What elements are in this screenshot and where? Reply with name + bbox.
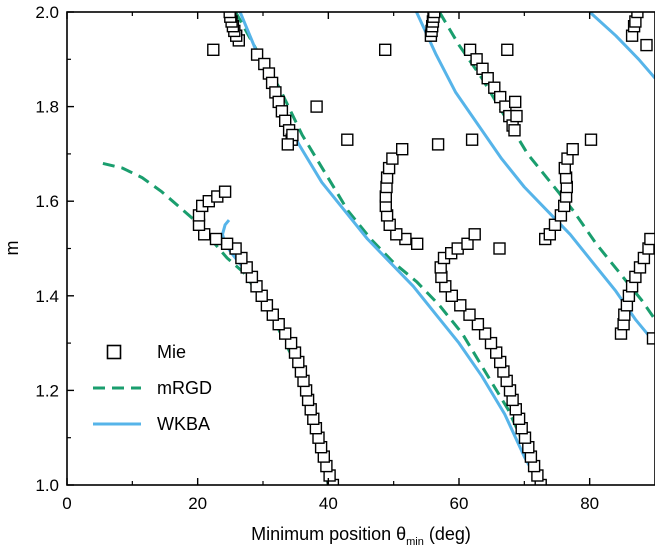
mie-point	[469, 229, 480, 240]
mie-point	[645, 234, 655, 245]
x-tick-label: 80	[580, 494, 599, 513]
legend-marker-mie	[108, 346, 121, 359]
mie-point	[467, 134, 478, 145]
legend: Mie mRGD WKBA	[93, 342, 212, 434]
mie-point	[433, 139, 444, 150]
mie-point	[648, 333, 655, 344]
x-axis-label: Minimum position θmin (deg)	[251, 524, 471, 548]
legend-label-mrgd: mRGD	[157, 378, 212, 398]
plot-frame	[67, 12, 655, 485]
legend-label-wkba: WKBA	[157, 414, 210, 434]
y-tick-label: 1.4	[35, 287, 59, 306]
mie-point	[641, 40, 652, 51]
y-axis-label: m	[2, 241, 22, 256]
mie-point	[567, 144, 578, 155]
mie-point	[586, 134, 597, 145]
mie-point	[511, 111, 522, 122]
y-tick-label: 1.8	[35, 98, 59, 117]
mie-point	[502, 44, 513, 55]
x-tick-label: 60	[450, 494, 469, 513]
x-tick-label: 40	[319, 494, 338, 513]
mie-point	[397, 144, 408, 155]
mie-point	[211, 234, 222, 245]
mie-point	[510, 96, 521, 107]
mie-point	[412, 238, 423, 249]
x-tick-label: 20	[188, 494, 207, 513]
mie-point	[222, 238, 233, 249]
mie-point	[342, 134, 353, 145]
mie-point	[311, 101, 322, 112]
y-tick-label: 1.2	[35, 381, 59, 400]
y-tick-label: 1.0	[35, 476, 59, 495]
y-tick-label: 2.0	[35, 3, 59, 22]
legend-label-mie: Mie	[157, 342, 186, 362]
mie-point	[380, 44, 391, 55]
mie-point	[220, 186, 231, 197]
mie-point	[282, 139, 293, 150]
series-line-mrgd	[103, 163, 328, 485]
y-tick-label: 1.6	[35, 192, 59, 211]
mie-point	[208, 44, 219, 55]
x-tick-label: 0	[62, 494, 71, 513]
mie-point	[494, 243, 505, 254]
mie-point	[509, 125, 520, 136]
